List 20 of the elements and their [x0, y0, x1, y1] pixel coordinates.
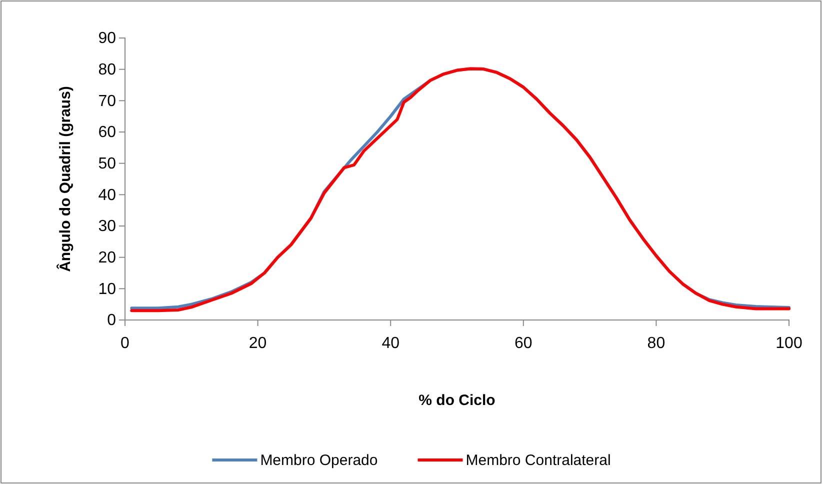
y-tick-label: 70	[98, 92, 116, 110]
x-axis-title: % do Ciclo	[418, 392, 496, 409]
x-tick-label: 60	[514, 335, 532, 352]
x-tick-label: 100	[776, 335, 802, 352]
x-tick-label: 80	[647, 335, 666, 352]
y-tick-label: 90	[98, 30, 116, 48]
y-tick-label: 40	[98, 186, 116, 204]
y-tick-label: 10	[98, 280, 116, 298]
y-axis-title: Ângulo do Quadril (graus)	[56, 86, 74, 272]
legend-label: Membro Operado	[260, 452, 378, 469]
x-tick-label: 0	[120, 335, 130, 352]
legend-label: Membro Contralateral	[466, 452, 611, 469]
y-tick-label: 60	[98, 124, 116, 142]
x-tick-label: 20	[248, 335, 267, 352]
y-tick-label: 20	[98, 249, 116, 266]
y-tick-label: 80	[98, 61, 116, 78]
x-tick-label: 40	[382, 335, 400, 352]
y-tick-label: 0	[107, 312, 116, 330]
y-tick-label: 50	[98, 155, 116, 172]
y-tick-label: 30	[98, 218, 116, 236]
